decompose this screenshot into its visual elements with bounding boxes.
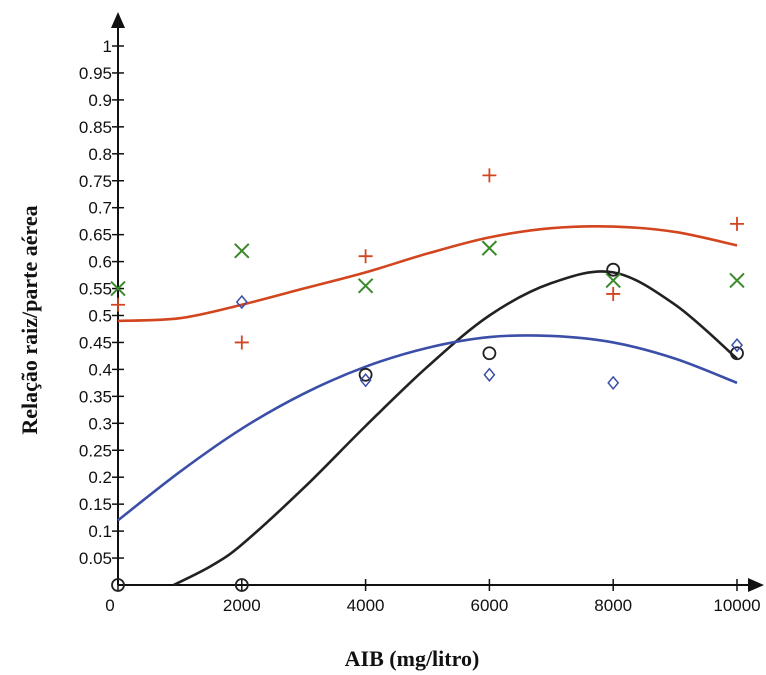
x-tick-label: 2000 <box>223 596 261 615</box>
y-tick-label: 0.15 <box>79 495 112 514</box>
x-axis-ticks: 0 2000 4000 6000 8000 10000 <box>105 579 761 615</box>
y-tick-label: 0.65 <box>79 226 112 245</box>
fit-curve <box>117 224 738 323</box>
plus-marker <box>358 249 373 264</box>
y-tick-label: 0.4 <box>88 360 112 379</box>
y-tick-label: 0.9 <box>88 91 112 110</box>
diamond-marker <box>235 294 248 310</box>
y-tick-label: 0.6 <box>88 253 112 272</box>
fit-curve <box>173 270 738 587</box>
circle-marker <box>606 262 621 277</box>
plus-marker <box>606 286 621 301</box>
x-tick-label: 10000 <box>713 596 760 615</box>
y-tick-label: 0.05 <box>79 549 112 568</box>
plus-marker <box>482 168 497 183</box>
y-tick-label: 0.2 <box>88 468 112 487</box>
x-marker <box>234 243 250 259</box>
y-axis-ticks: 0.05 0.1 0.15 0.2 0.25 0.3 0.35 0.4 0.45 0.5 0.55 0… <box>79 37 124 568</box>
x-marker <box>481 240 498 256</box>
y-tick-label: 0.25 <box>79 441 112 460</box>
y-tick-label: 1 <box>103 37 112 56</box>
data-markers <box>110 168 745 592</box>
y-tick-label: 0.8 <box>88 145 112 164</box>
x-axis-arrow <box>748 578 764 592</box>
x-axis-title: AIB (mg/litro) <box>345 646 480 671</box>
fit-curves <box>117 224 738 587</box>
y-tick-label: 0.95 <box>79 64 112 83</box>
plus-marker <box>730 216 744 231</box>
y-tick-label: 0.35 <box>79 387 112 406</box>
y-axis-title: Relação raiz/parte aérea <box>17 205 42 434</box>
circle-marker <box>730 346 744 361</box>
y-axis-arrow <box>111 12 125 28</box>
diamond-marker <box>483 367 496 382</box>
y-tick-label: 0.55 <box>79 280 112 299</box>
x-tick-label: 0 <box>105 596 114 615</box>
diamond-marker <box>359 373 372 388</box>
diamond-marker <box>607 375 620 391</box>
plus-marker <box>111 297 125 312</box>
x-tick-label: 6000 <box>470 596 508 615</box>
y-tick-label: 0.3 <box>88 414 112 433</box>
y-tick-label: 0.85 <box>79 118 112 137</box>
circle-marker <box>482 346 497 361</box>
circle-marker <box>111 578 125 592</box>
circle-marker <box>358 367 373 382</box>
diamond-marker <box>731 337 743 353</box>
fit-curve <box>117 334 738 522</box>
y-tick-label: 0.1 <box>88 522 112 541</box>
x-marker <box>357 278 374 294</box>
y-tick-label: 0.5 <box>88 307 112 326</box>
x-tick-label: 8000 <box>594 596 632 615</box>
x-marker <box>605 272 621 289</box>
x-marker <box>729 272 745 289</box>
y-tick-label: 0.75 <box>79 172 112 191</box>
circle-marker <box>234 578 249 592</box>
axes <box>111 12 764 592</box>
plus-marker <box>234 335 249 350</box>
y-tick-label: 0.7 <box>88 199 112 218</box>
y-tick-label: 0.45 <box>79 333 112 352</box>
x-tick-label: 4000 <box>347 596 385 615</box>
x-marker <box>110 280 126 297</box>
